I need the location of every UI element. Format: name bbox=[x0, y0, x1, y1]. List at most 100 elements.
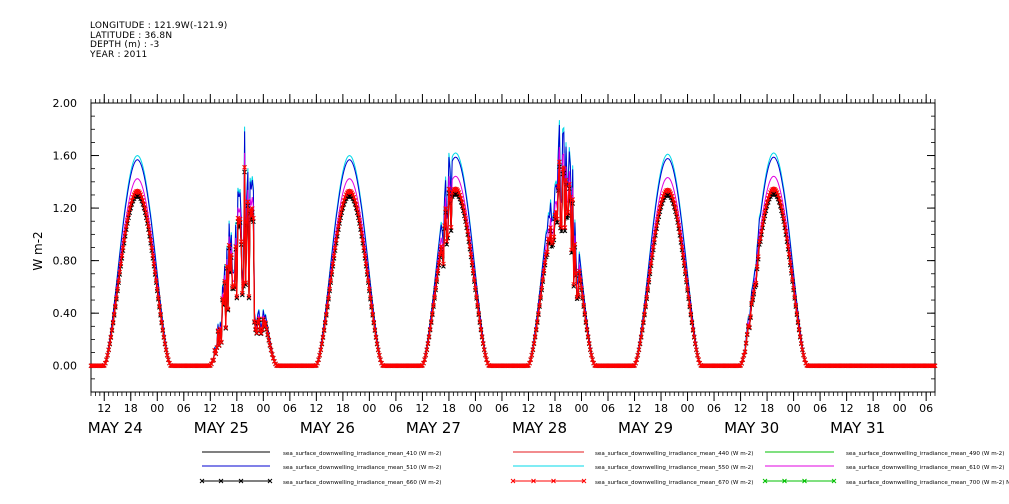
series-marker bbox=[775, 192, 781, 198]
series-marker bbox=[264, 326, 270, 332]
series-marker bbox=[160, 327, 166, 333]
series-marker bbox=[739, 360, 745, 366]
series-marker bbox=[121, 237, 127, 243]
series-marker bbox=[238, 239, 244, 244]
series-marker bbox=[115, 286, 120, 292]
series-marker bbox=[761, 215, 767, 221]
x-day-label: MAY 28 bbox=[512, 419, 567, 437]
series-marker bbox=[671, 201, 677, 206]
series-marker bbox=[665, 187, 671, 193]
series-marker bbox=[367, 286, 372, 292]
series-marker bbox=[331, 253, 337, 259]
series-marker bbox=[430, 311, 435, 316]
series-marker bbox=[484, 357, 489, 362]
series-marker bbox=[246, 295, 252, 301]
series-marker bbox=[217, 326, 223, 332]
series-marker bbox=[797, 334, 803, 339]
series-marker bbox=[571, 281, 577, 287]
series-marker bbox=[692, 341, 698, 346]
series-marker bbox=[590, 357, 595, 362]
series-marker bbox=[675, 216, 680, 222]
series-marker bbox=[555, 183, 561, 189]
series-marker bbox=[758, 236, 763, 241]
series-marker bbox=[764, 200, 770, 205]
chart-series bbox=[88, 120, 938, 369]
series-marker bbox=[336, 223, 341, 229]
x-hour-tick-label: 18 bbox=[230, 402, 244, 415]
x-day-label: MAY 26 bbox=[300, 419, 355, 437]
series-marker bbox=[583, 319, 589, 324]
series-marker bbox=[779, 204, 784, 210]
x-hour-tick-label: 06 bbox=[177, 402, 191, 415]
series-marker bbox=[325, 303, 330, 309]
series-marker bbox=[460, 204, 466, 210]
series-marker bbox=[471, 277, 477, 282]
series-marker bbox=[660, 193, 666, 199]
series-marker bbox=[151, 261, 157, 267]
x-hour-tick-label: 00 bbox=[468, 402, 482, 415]
series-marker bbox=[787, 260, 793, 265]
series-marker bbox=[570, 197, 576, 202]
series-marker bbox=[263, 320, 268, 326]
series-marker bbox=[536, 311, 541, 316]
series-marker bbox=[242, 164, 247, 170]
x-day-label: MAY 25 bbox=[194, 419, 249, 437]
series-marker bbox=[353, 202, 359, 207]
legend-marker bbox=[267, 478, 273, 484]
series-marker bbox=[371, 319, 377, 325]
series-marker bbox=[425, 340, 431, 346]
series-marker bbox=[224, 263, 230, 269]
series-marker bbox=[796, 326, 802, 332]
series-marker bbox=[246, 294, 252, 299]
series-marker bbox=[539, 285, 545, 291]
series-marker bbox=[741, 352, 747, 358]
series-marker bbox=[369, 303, 374, 309]
series-marker bbox=[760, 222, 766, 227]
series-marker bbox=[650, 244, 656, 250]
series-marker bbox=[243, 280, 249, 286]
series-marker bbox=[794, 311, 800, 316]
series-marker bbox=[655, 216, 661, 222]
y-tick-label: 1.20 bbox=[53, 202, 78, 215]
legend-label-7: sea_surface_downwelling_irradiance_mean_… bbox=[595, 480, 753, 486]
series-marker bbox=[211, 357, 216, 363]
legend-label-3: sea_surface_downwelling_irradiance_mean_… bbox=[283, 465, 441, 471]
series-marker bbox=[690, 327, 696, 332]
series-marker bbox=[642, 311, 647, 317]
series-marker bbox=[219, 339, 224, 345]
series-marker bbox=[361, 245, 367, 251]
series-marker bbox=[641, 319, 646, 325]
series-marker bbox=[222, 278, 228, 284]
series-marker bbox=[646, 277, 652, 283]
series-marker bbox=[742, 349, 748, 355]
series-marker bbox=[225, 306, 231, 312]
series-marker bbox=[586, 340, 592, 346]
series-marker bbox=[144, 217, 150, 223]
series-marker bbox=[378, 357, 383, 362]
series-marker bbox=[748, 314, 753, 319]
series-marker bbox=[800, 347, 805, 352]
series-marker bbox=[232, 282, 237, 288]
series-marker bbox=[798, 340, 804, 346]
series-marker bbox=[330, 261, 336, 267]
series-marker bbox=[789, 268, 794, 274]
series-marker bbox=[360, 237, 366, 243]
legend-marker bbox=[238, 478, 244, 484]
series-marker bbox=[443, 206, 448, 212]
series-marker bbox=[790, 277, 795, 282]
series-marker bbox=[931, 363, 937, 369]
series-marker bbox=[107, 341, 113, 346]
series-marker bbox=[677, 229, 683, 235]
series-marker bbox=[526, 363, 531, 368]
series-marker bbox=[268, 347, 274, 353]
series-marker bbox=[368, 295, 373, 300]
series-marker bbox=[553, 209, 559, 215]
series-marker bbox=[544, 249, 550, 255]
series-marker bbox=[656, 210, 662, 216]
series-marker bbox=[237, 216, 243, 222]
series-marker bbox=[338, 211, 344, 217]
series-marker bbox=[766, 192, 772, 198]
series-marker bbox=[373, 334, 379, 340]
series-markers-6 bbox=[88, 164, 938, 369]
